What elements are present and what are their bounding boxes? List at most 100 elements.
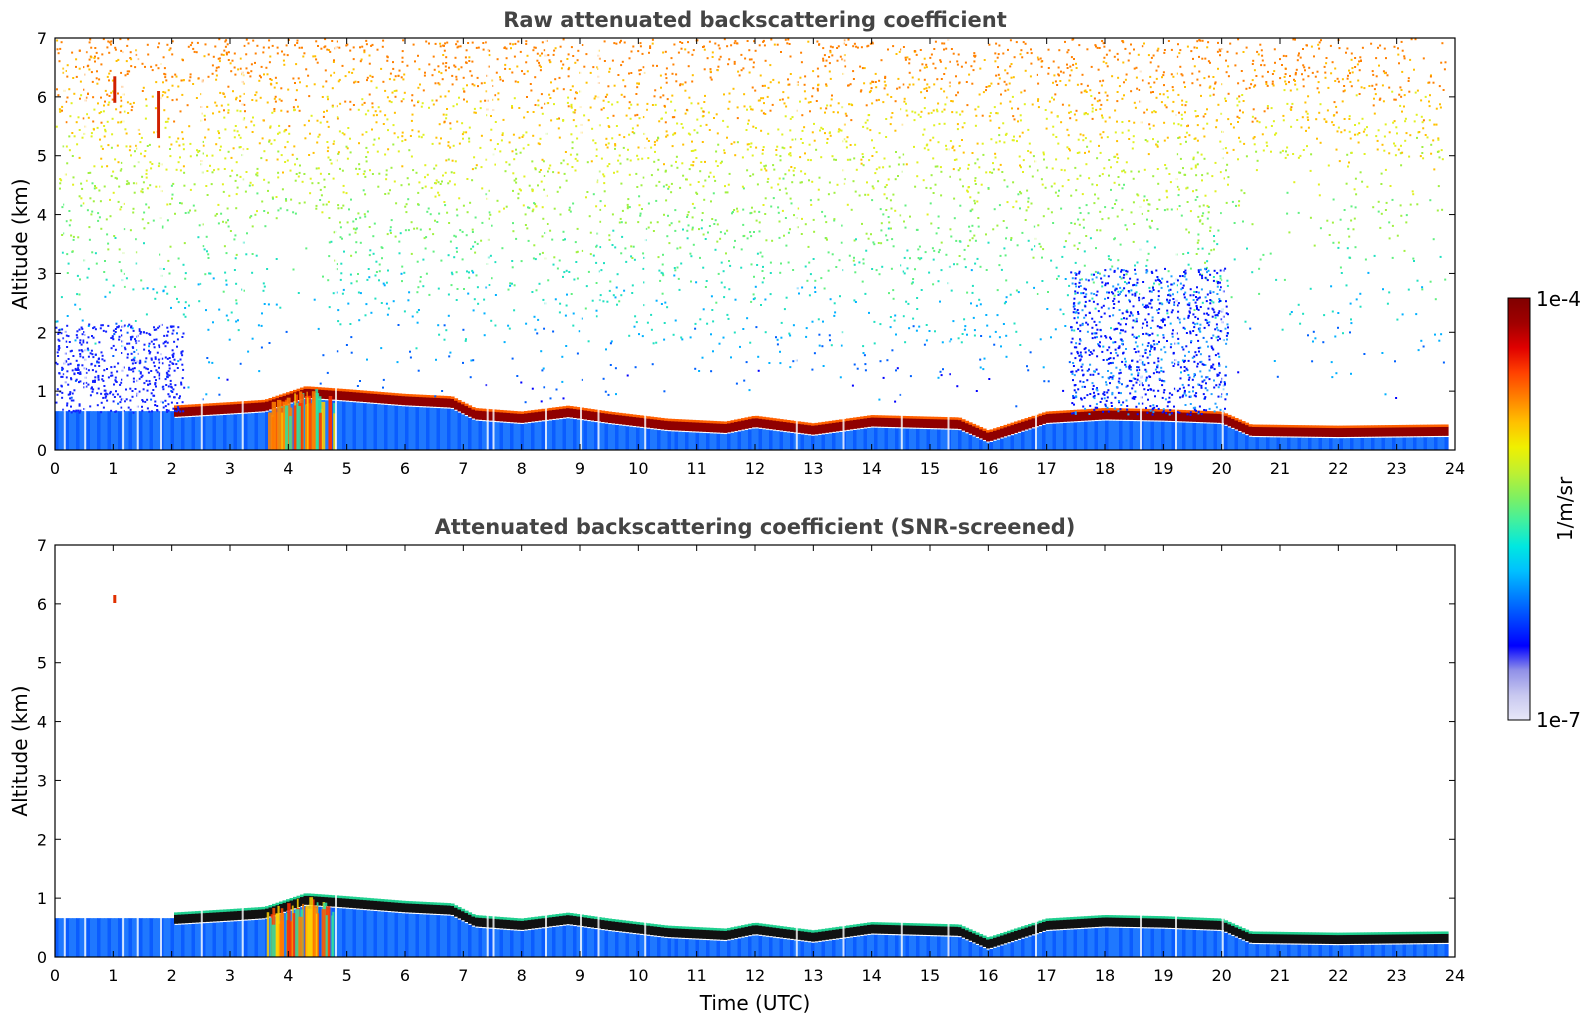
noise-pixel <box>846 115 848 117</box>
noise-pixel <box>603 100 605 102</box>
noise-pixel <box>235 125 237 127</box>
noise-pixel <box>1145 265 1147 267</box>
noise-pixel <box>101 53 103 55</box>
noise-pixel <box>230 230 232 232</box>
noise-pixel <box>754 90 756 92</box>
noise-pixel <box>236 174 238 176</box>
boundary-layer-cell <box>1228 427 1232 450</box>
noise-pixel <box>224 128 226 130</box>
aerosol-layer-top-cell <box>983 431 987 440</box>
noise-pixel <box>963 152 965 154</box>
boundary-layer-cell <box>178 418 182 450</box>
noise-pixel <box>729 93 731 95</box>
noise-pixel <box>395 236 397 238</box>
noise-pixel <box>540 169 542 171</box>
noise-pixel <box>670 191 672 193</box>
noise-pixel <box>413 44 415 46</box>
noise-pixel <box>677 267 679 269</box>
noise-pixel <box>67 64 69 66</box>
noise-pixel <box>68 210 70 212</box>
noise-pixel <box>747 237 749 239</box>
noise-pixel <box>381 257 383 259</box>
noise-pixel <box>365 147 367 149</box>
noise-pixel <box>1227 184 1229 186</box>
noise-pixel <box>1337 247 1339 249</box>
noise-pixel <box>232 60 234 62</box>
noise-pixel <box>172 183 174 185</box>
noise-pixel <box>639 215 641 217</box>
aerosol-layer-top-cell <box>713 423 717 432</box>
noise-pixel <box>252 117 254 119</box>
noise-pixel <box>269 56 271 58</box>
noise-pixel <box>1212 76 1214 78</box>
noise-pixel <box>541 93 543 95</box>
boundary-layer-cell <box>213 416 217 450</box>
noise-pixel <box>1295 73 1297 75</box>
noise-pixel <box>435 165 437 167</box>
noise-pixel <box>540 350 542 352</box>
layer-edge-cell <box>1431 425 1435 428</box>
noise-pixel <box>183 143 185 145</box>
noise-pixel <box>701 227 703 229</box>
aerosol-layer-top-cell <box>360 392 364 401</box>
noise-pixel <box>418 370 420 372</box>
noise-pixel <box>763 146 765 148</box>
layer-edge-cell <box>605 411 609 414</box>
layer-edge-cell <box>409 394 413 397</box>
noise-pixel <box>688 51 690 53</box>
noise-pixel <box>363 189 365 191</box>
noise-pixel <box>1379 98 1381 100</box>
noise-pixel <box>892 45 894 47</box>
noise-pixel <box>413 228 415 230</box>
noise-pixel <box>755 50 757 52</box>
noise-pixel <box>234 234 236 236</box>
aerosol-layer-top-cell <box>1389 427 1393 436</box>
layer-edge-cell <box>1210 411 1214 414</box>
boundary-layer-cell <box>951 430 955 450</box>
noise-pixel <box>595 205 597 207</box>
noise-pixel <box>1286 147 1288 149</box>
noise-pixel <box>982 154 984 156</box>
noise-pixel <box>224 96 226 98</box>
noise-pixel <box>1271 125 1273 127</box>
noise-pixel <box>1210 227 1212 229</box>
noise-pixel <box>812 87 814 89</box>
noise-pixel <box>1226 280 1228 282</box>
noise-pixel <box>481 82 483 84</box>
noise-pixel <box>882 101 884 103</box>
noise-pixel <box>88 172 90 174</box>
noise-pixel <box>894 130 896 132</box>
noise-pixel <box>1096 229 1098 231</box>
noise-pixel <box>1030 152 1032 154</box>
noise-pixel <box>867 45 869 47</box>
noise-pixel <box>1181 346 1183 348</box>
noise-pixel <box>542 299 544 301</box>
noise-pixel <box>1392 199 1394 201</box>
noise-pixel <box>1019 135 1021 137</box>
noise-pixel <box>1095 247 1097 249</box>
layer-edge-cell <box>727 421 731 424</box>
boundary-layer-cell <box>108 411 112 450</box>
boundary-layer-cell <box>678 432 682 450</box>
noise-pixel <box>458 97 460 99</box>
noise-pixel <box>979 94 981 96</box>
noise-pixel <box>1437 139 1439 141</box>
noise-pixel <box>87 277 89 279</box>
noise-pixel <box>254 62 256 64</box>
boundary-layer-cell <box>626 426 630 450</box>
noise-pixel <box>781 134 783 136</box>
noise-pixel <box>1115 199 1117 201</box>
noise-pixel <box>1392 225 1394 227</box>
noise-pixel <box>1110 327 1112 329</box>
noise-pixel <box>1252 121 1254 123</box>
layer-edge-cell <box>517 411 521 414</box>
noise-pixel <box>425 186 427 188</box>
noise-pixel <box>785 217 787 219</box>
noise-pixel <box>765 60 767 62</box>
layer-edge-cell <box>626 414 630 417</box>
noise-pixel <box>533 202 535 204</box>
boundary-layer-cell <box>804 435 808 450</box>
noise-pixel <box>468 60 470 62</box>
noise-pixel <box>749 389 751 391</box>
noise-pixel <box>628 107 630 109</box>
